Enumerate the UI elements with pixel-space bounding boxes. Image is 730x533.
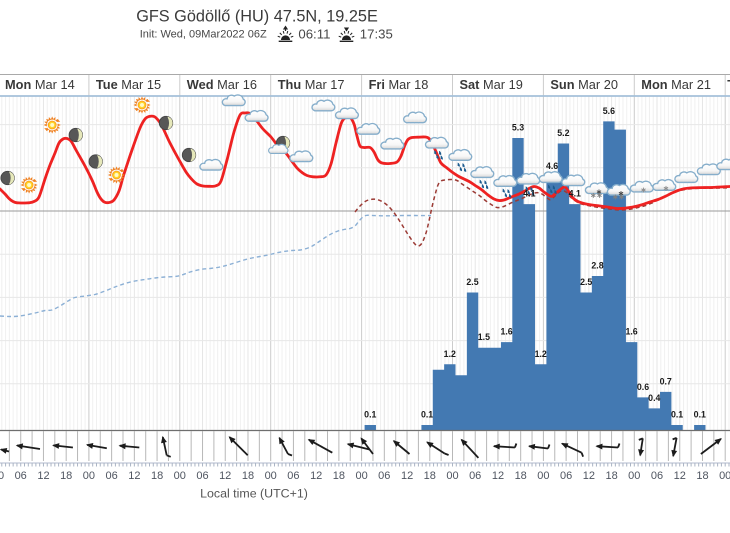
svg-text:1.6: 1.6 [500,327,512,337]
svg-text:Mon Mar 14: Mon Mar 14 [5,77,75,92]
svg-text:06: 06 [105,470,117,482]
svg-text:12: 12 [128,470,140,482]
svg-text:0.1: 0.1 [421,410,433,420]
svg-text:Mon Mar 21: Mon Mar 21 [641,77,711,92]
svg-text:Wed Mar 16: Wed Mar 16 [187,77,257,92]
svg-text:5.6: 5.6 [603,106,615,116]
svg-text:5.2: 5.2 [557,128,569,138]
svg-text:GFS Gödöllő (HU) 47.5N, 19.25E: GFS Gödöllő (HU) 47.5N, 19.25E [136,8,378,26]
svg-text:00: 00 [355,470,367,482]
svg-text:18: 18 [151,470,163,482]
svg-text:06: 06 [469,470,481,482]
svg-text:00: 00 [719,470,730,482]
svg-text:Sun Mar 20: Sun Mar 20 [550,77,618,92]
svg-text:17:35: 17:35 [360,27,393,42]
svg-text:Tu: Tu [727,77,730,92]
svg-text:2.5: 2.5 [466,277,478,287]
svg-text:Local time (UTC+1): Local time (UTC+1) [200,487,308,501]
svg-text:5.3: 5.3 [512,122,524,132]
svg-text:18: 18 [696,470,708,482]
svg-text:0.6: 0.6 [637,382,649,392]
svg-text:4.6: 4.6 [546,161,558,171]
svg-text:1.2: 1.2 [535,349,547,359]
svg-text:4.1: 4.1 [569,189,581,199]
svg-text:18: 18 [424,470,436,482]
svg-text:1.5: 1.5 [478,332,490,342]
svg-text:06: 06 [15,470,27,482]
svg-text:06: 06 [287,470,299,482]
svg-text:00: 00 [83,470,95,482]
svg-text:06: 06 [378,470,390,482]
svg-text:06: 06 [560,470,572,482]
svg-text:00: 00 [446,470,458,482]
svg-text:12: 12 [674,470,686,482]
svg-text:00: 00 [0,470,4,482]
svg-text:06:11: 06:11 [298,27,330,42]
svg-text:2.5: 2.5 [580,277,592,287]
svg-text:Init: Wed, 09Mar2022 06Z: Init: Wed, 09Mar2022 06Z [140,29,267,41]
svg-text:12: 12 [37,470,49,482]
svg-text:4.1: 4.1 [523,189,535,199]
svg-text:0.1: 0.1 [364,410,376,420]
svg-text:06: 06 [196,470,208,482]
svg-text:18: 18 [605,470,617,482]
svg-text:0.1: 0.1 [694,410,706,420]
svg-text:Thu Mar 17: Thu Mar 17 [278,77,345,92]
svg-text:00: 00 [628,470,640,482]
svg-text:18: 18 [242,470,254,482]
svg-text:0.1: 0.1 [671,410,683,420]
svg-text:00: 00 [537,470,549,482]
svg-text:Fri Mar 18: Fri Mar 18 [369,77,429,92]
svg-text:12: 12 [310,470,322,482]
svg-text:1.2: 1.2 [444,349,456,359]
svg-text:Tue Mar 15: Tue Mar 15 [96,77,161,92]
svg-text:00: 00 [174,470,186,482]
svg-text:12: 12 [219,470,231,482]
svg-text:1.6: 1.6 [625,327,637,337]
svg-text:0.4: 0.4 [648,393,660,403]
svg-text:06: 06 [651,470,663,482]
svg-text:18: 18 [60,470,72,482]
svg-text:Sat Mar 19: Sat Mar 19 [460,77,523,92]
svg-text:0.7: 0.7 [660,376,672,386]
svg-text:12: 12 [492,470,504,482]
svg-text:18: 18 [333,470,345,482]
svg-text:12: 12 [583,470,595,482]
svg-text:2.8: 2.8 [591,260,603,270]
svg-text:12: 12 [401,470,413,482]
svg-text:18: 18 [515,470,527,482]
svg-text:00: 00 [265,470,277,482]
